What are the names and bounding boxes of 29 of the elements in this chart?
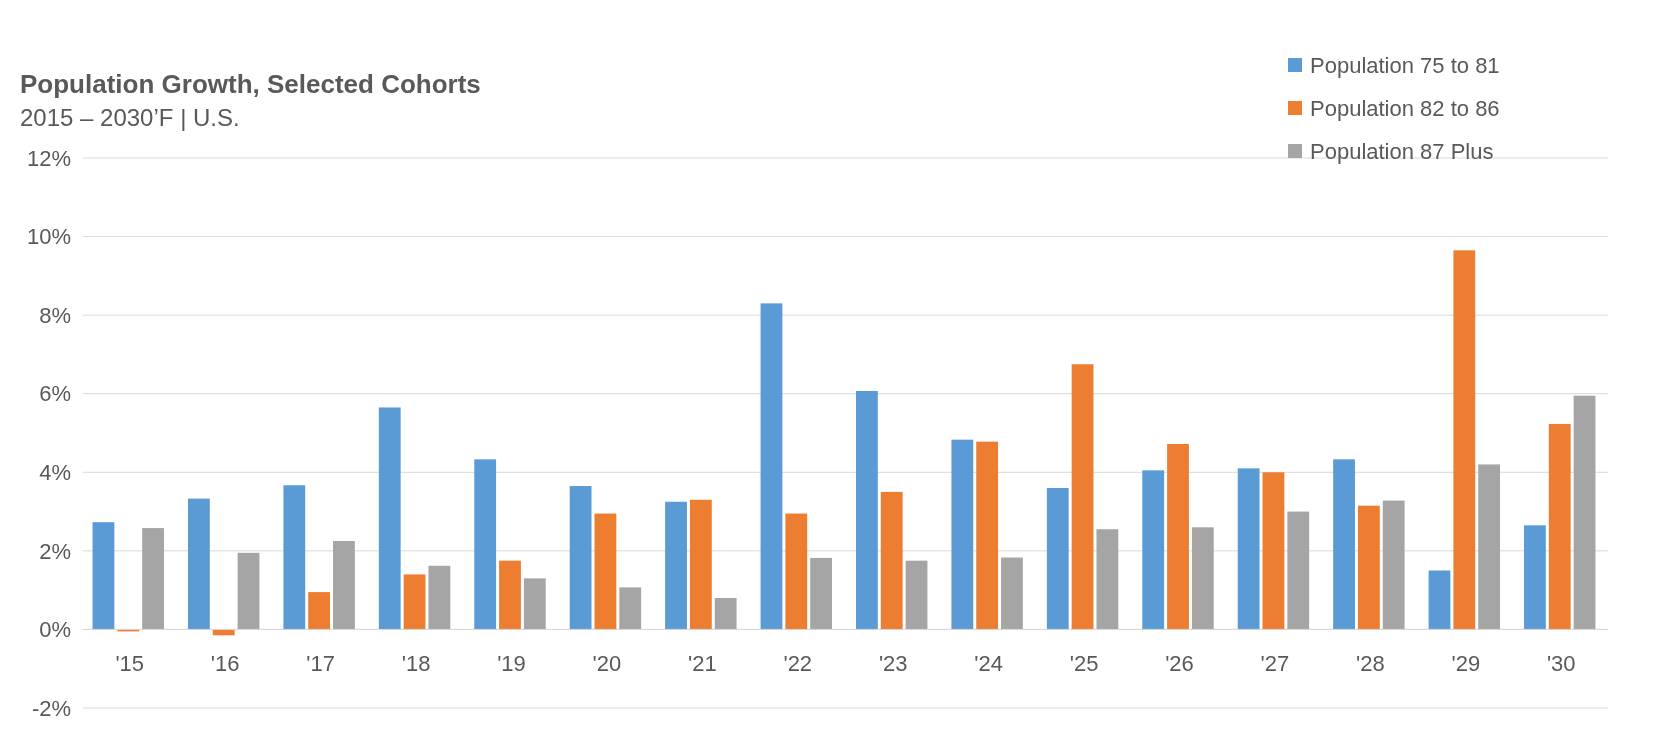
legend-label: Population 82 to 86 bbox=[1310, 95, 1500, 121]
y-tick-label: 4% bbox=[39, 459, 71, 485]
x-tick-label: '16 bbox=[210, 651, 240, 677]
x-tick-label: '30 bbox=[1546, 651, 1576, 677]
x-tick-label: '27 bbox=[1260, 651, 1290, 677]
x-tick-label: '28 bbox=[1356, 651, 1385, 677]
x-tick-label: '15 bbox=[115, 651, 145, 677]
y-tick-label: 2% bbox=[39, 538, 71, 564]
x-tick-label: '25 bbox=[1069, 651, 1099, 677]
y-tick-label: 10% bbox=[26, 224, 71, 250]
x-tick-label: '18 bbox=[401, 651, 431, 677]
legend-label: Population 75 to 81 bbox=[1310, 52, 1500, 78]
x-tick-label: '22 bbox=[783, 651, 813, 677]
x-tick-label: '19 bbox=[497, 651, 526, 677]
x-tick-label: '26 bbox=[1165, 651, 1194, 677]
x-tick-label: '29 bbox=[1451, 651, 1481, 677]
y-tick-label: 12% bbox=[26, 145, 71, 171]
x-tick-label: '21 bbox=[688, 651, 717, 677]
y-tick-label: -2% bbox=[31, 695, 71, 721]
legend-label: Population 87 Plus bbox=[1310, 138, 1494, 164]
x-tick-label: '20 bbox=[592, 651, 622, 677]
x-tick-label: '17 bbox=[306, 651, 335, 677]
y-tick-label: 6% bbox=[39, 381, 71, 407]
chart-title: Population Growth, Selected Cohorts bbox=[20, 69, 481, 99]
y-tick-label: 8% bbox=[39, 302, 71, 328]
chart-subtitle: 2015 – 2030’F | U.S. bbox=[20, 104, 240, 131]
x-tick-label: '24 bbox=[974, 651, 1003, 677]
y-tick-label: 0% bbox=[39, 617, 71, 643]
x-tick-label: '23 bbox=[878, 651, 908, 677]
